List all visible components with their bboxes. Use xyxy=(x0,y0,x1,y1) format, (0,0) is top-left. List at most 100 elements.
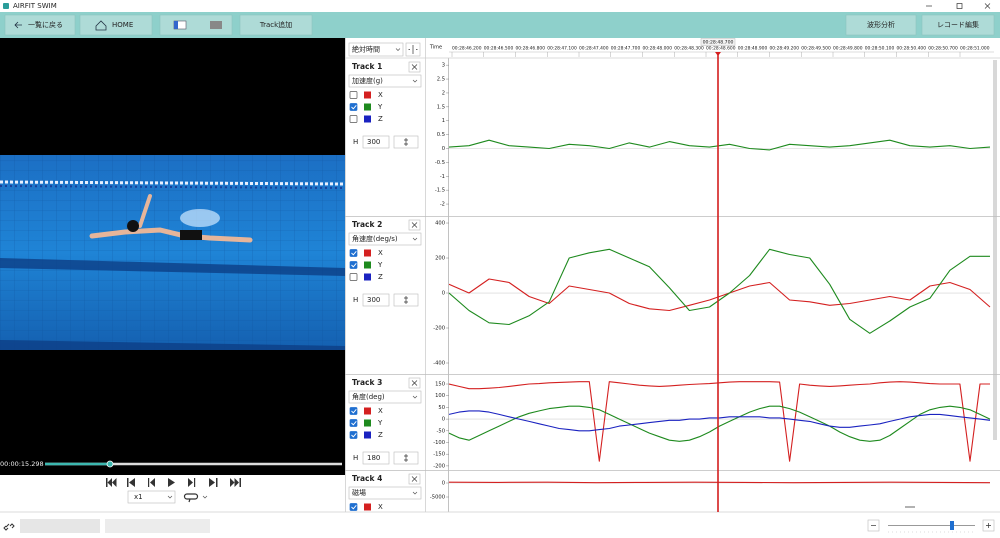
cursor-head xyxy=(715,52,721,56)
height-input[interactable] xyxy=(362,293,390,307)
time-tick-label: 00:28:47.700 xyxy=(611,46,641,52)
plots xyxy=(449,139,991,484)
height-input[interactable] xyxy=(362,451,390,465)
waveform-label: 波形分析 xyxy=(867,20,895,29)
time-tick-label: 00:28:51.000 xyxy=(960,46,990,52)
series-name: X xyxy=(378,91,383,99)
lane-line xyxy=(0,258,345,276)
y-tick-label: -2 xyxy=(440,202,445,208)
record-edit-button[interactable] xyxy=(921,14,995,36)
series-line xyxy=(449,248,990,334)
series-checkbox[interactable] xyxy=(349,103,358,111)
series-checkbox[interactable] xyxy=(349,115,358,123)
time-tick-label: 00:28:46.500 xyxy=(484,46,514,52)
sensor-name: 磁場 xyxy=(352,488,366,497)
height-value: 300 xyxy=(367,296,380,304)
track-name: Track 1 xyxy=(352,62,382,71)
y-tick-label: 100 xyxy=(435,393,445,399)
y-tick-label: -400 xyxy=(433,361,445,367)
y-tick-label: -1.5 xyxy=(435,188,445,194)
series-checkbox[interactable] xyxy=(349,261,358,269)
height-label: H xyxy=(353,454,358,462)
series-checkbox[interactable] xyxy=(349,431,358,439)
seek-thumb[interactable] xyxy=(106,460,114,468)
skip-end-button[interactable] xyxy=(230,478,241,487)
time-mode: 絶対時間 xyxy=(352,45,380,54)
time-tick-label: 00:28:47.400 xyxy=(579,46,609,52)
series-name: X xyxy=(378,503,383,511)
series-name: X xyxy=(378,407,383,415)
y-tick-label: -150 xyxy=(433,452,445,458)
series-checkbox[interactable] xyxy=(349,407,358,415)
time-mode-dropdown[interactable] xyxy=(348,42,404,57)
y-tick-label: 0 xyxy=(442,481,445,487)
time-tick-label: 00:28:50.100 xyxy=(865,46,895,52)
step-back-button[interactable] xyxy=(148,478,155,487)
cursor-time: 00:28:48.700 xyxy=(703,40,734,46)
step-forward-button[interactable] xyxy=(188,478,196,487)
time-tick-label: 00:28:49.200 xyxy=(770,46,800,52)
series-line xyxy=(449,405,991,442)
sensor-dropdown[interactable] xyxy=(348,486,422,500)
series-checkbox[interactable] xyxy=(349,249,358,257)
height-icon xyxy=(404,138,408,146)
height-icon xyxy=(404,296,408,304)
series-checkbox[interactable] xyxy=(349,503,358,511)
layout-toggle[interactable] xyxy=(159,14,233,36)
series-line xyxy=(449,481,991,484)
control-icons xyxy=(106,478,241,487)
height-value: 300 xyxy=(367,138,380,146)
link-icon[interactable] xyxy=(3,523,15,531)
zoom-thumb[interactable] xyxy=(950,521,954,530)
loop-button[interactable] xyxy=(183,493,199,503)
time-tick-label: 00:28:50.700 xyxy=(928,46,958,52)
play-button[interactable] xyxy=(168,478,175,487)
series-checkbox[interactable] xyxy=(349,91,358,99)
add-track-button[interactable] xyxy=(239,14,313,36)
series-name: Y xyxy=(377,103,383,111)
remove-icon xyxy=(411,476,418,482)
time-tick-label: 00:28:48.300 xyxy=(674,46,704,52)
remove-icon xyxy=(411,64,418,70)
playback-time: 00:00:15.298 xyxy=(0,460,44,468)
maximize-button[interactable] xyxy=(956,3,963,9)
y-tick-label: 1 xyxy=(442,118,445,124)
y-tick-label: 2 xyxy=(442,90,445,96)
skip-start-button[interactable] xyxy=(106,478,117,487)
height-value: 180 xyxy=(367,454,380,462)
series-swatch xyxy=(364,249,371,257)
series-swatch xyxy=(364,273,371,281)
sensor-name: 角速度(deg/s) xyxy=(352,234,398,243)
split-icon xyxy=(408,45,418,54)
back-button[interactable] xyxy=(4,14,76,36)
sensor-dropdown[interactable] xyxy=(348,232,422,246)
prev-button[interactable] xyxy=(127,478,135,487)
sensor-dropdown[interactable] xyxy=(348,390,422,404)
loop-arrow xyxy=(202,495,208,499)
y-tick-label: 3 xyxy=(442,63,445,69)
cursor-label-box xyxy=(700,38,736,46)
y-tick-label: 0 xyxy=(442,417,445,423)
speed-dropdown[interactable] xyxy=(127,490,176,504)
check-mark xyxy=(351,105,357,110)
next-button[interactable] xyxy=(209,478,218,487)
series-checkbox[interactable] xyxy=(349,419,358,427)
back-label: 一覧に戻る xyxy=(28,20,63,29)
series-line xyxy=(449,278,991,312)
window-title: AIRFIT SWIM xyxy=(13,2,57,10)
series-swatch xyxy=(364,261,371,269)
y-tick-label: -200 xyxy=(433,326,445,332)
waveform-button[interactable] xyxy=(845,14,917,36)
remove-icon xyxy=(411,380,418,386)
y-tick-label: -5000 xyxy=(430,495,445,501)
close-button[interactable] xyxy=(984,3,991,9)
height-icon xyxy=(404,454,408,462)
series-checkbox[interactable] xyxy=(349,273,358,281)
sensor-dropdown[interactable] xyxy=(348,74,422,88)
sensor-name: 角度(deg) xyxy=(352,392,385,401)
height-input[interactable] xyxy=(362,135,390,149)
scrollbar[interactable] xyxy=(993,60,997,440)
record-edit-label: レコード編集 xyxy=(937,20,979,29)
dropdown-arrow xyxy=(412,237,418,241)
